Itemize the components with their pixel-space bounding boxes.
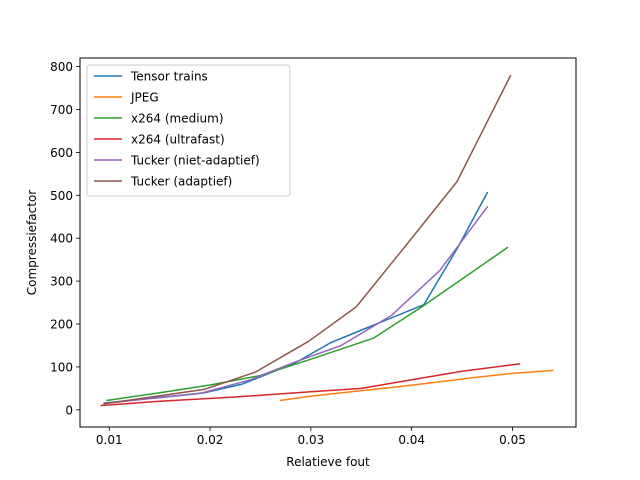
series-layer	[100, 74, 554, 407]
series-line-3	[100, 363, 521, 407]
legend: Tensor trains JPEG x264 (medium) x264 (ultr…	[86, 64, 291, 197]
legend-label-4: Tucker (niet-adaptief)	[130, 154, 260, 168]
plot-area-frame	[79, 57, 577, 428]
y-tick-label: 400	[50, 232, 73, 246]
y-axis-ticks: 0 100 200 300 400 500 600 700 800	[50, 60, 80, 417]
y-tick-label: 200	[50, 318, 73, 332]
series-line-4	[103, 205, 489, 405]
y-tick-label: 600	[50, 146, 73, 160]
legend-label-1: JPEG	[130, 91, 159, 105]
legend-label-3: x264 (ultrafast)	[131, 133, 225, 147]
y-tick-label: 500	[50, 189, 73, 203]
x-tick-label: 0.03	[298, 433, 325, 447]
series-line-5	[103, 74, 512, 405]
y-tick-label: 800	[50, 60, 73, 74]
x-tick-label: 0.01	[96, 433, 123, 447]
legend-label-5: Tucker (adaptief)	[130, 175, 232, 189]
legend-box	[86, 64, 291, 197]
x-axis-label: Relatieve fout	[286, 455, 370, 469]
legend-label-0: Tensor trains	[130, 70, 208, 84]
x-tick-label: 0.05	[499, 433, 526, 447]
series-line-1	[279, 369, 554, 402]
series-line-2	[106, 246, 509, 402]
y-tick-label: 700	[50, 103, 73, 117]
x-tick-label: 0.04	[398, 433, 425, 447]
x-axis-ticks: 0.01 0.02 0.03 0.04 0.05	[96, 427, 526, 447]
y-axis-label: Compressiefactor	[25, 190, 39, 296]
x-tick-label: 0.02	[197, 433, 224, 447]
y-tick-label: 100	[50, 360, 73, 374]
legend-label-2: x264 (medium)	[131, 112, 224, 126]
y-tick-label: 0	[65, 403, 73, 417]
series-line-0	[103, 191, 489, 404]
y-tick-label: 300	[50, 275, 73, 289]
